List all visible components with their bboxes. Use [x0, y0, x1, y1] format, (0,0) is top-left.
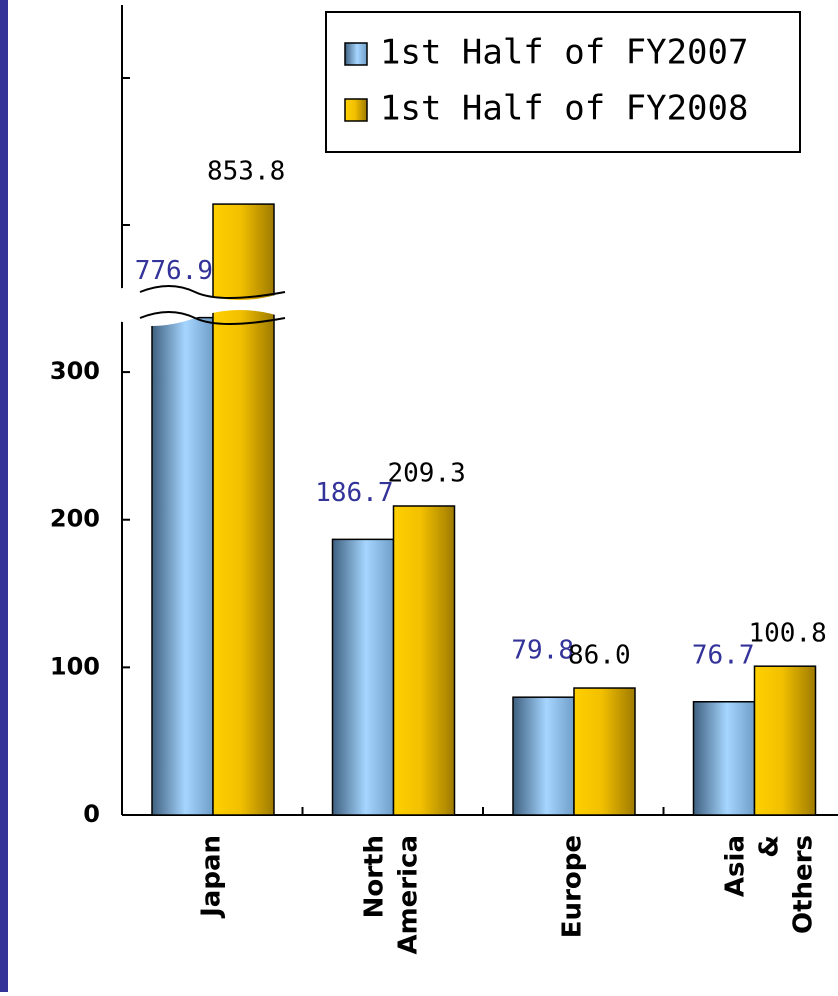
- y-tick-label: 200: [50, 505, 100, 533]
- bar: [573, 687, 636, 816]
- x-tick-label: North America: [359, 835, 423, 955]
- value-label: 79.8: [511, 636, 574, 666]
- x-tick-label: Europe: [558, 835, 588, 938]
- axis-break-line: [139, 285, 286, 325]
- x-tick-label-line: America: [393, 835, 423, 955]
- bar: [512, 696, 575, 816]
- legend-label: 1st Half of FY2008: [380, 89, 748, 129]
- bar: [392, 505, 456, 816]
- y-tick-label: 100: [50, 652, 100, 680]
- bar: [151, 316, 214, 816]
- bar: [753, 665, 817, 816]
- value-label: 776.9: [135, 256, 213, 286]
- y-tick-label: 0: [83, 800, 100, 828]
- value-label: 76.7: [692, 640, 755, 670]
- value-label: 86.0: [568, 641, 631, 671]
- bar: [331, 538, 395, 816]
- legend-swatch: [344, 42, 368, 66]
- value-label: 100.8: [749, 619, 827, 649]
- legend-swatch: [344, 98, 368, 122]
- bar: [692, 701, 756, 816]
- x-tick-label-line: &: [754, 835, 784, 858]
- x-tick-label-line: North: [359, 835, 389, 918]
- axis-break: [110, 284, 285, 326]
- y-tick-label: 300: [50, 357, 100, 385]
- legend-label: 1st Half of FY2007: [380, 33, 748, 73]
- x-tick-label-line: Others: [788, 835, 818, 934]
- legend: [325, 11, 801, 153]
- value-label: 853.8: [207, 157, 285, 187]
- side-strip: [0, 0, 8, 992]
- value-label: 186.7: [315, 478, 393, 508]
- x-tick-label: Japan: [197, 835, 227, 919]
- x-tick-label-line: Asia: [720, 835, 750, 897]
- value-label: 209.3: [388, 458, 466, 488]
- x-tick-label: Asia & Others: [720, 835, 818, 934]
